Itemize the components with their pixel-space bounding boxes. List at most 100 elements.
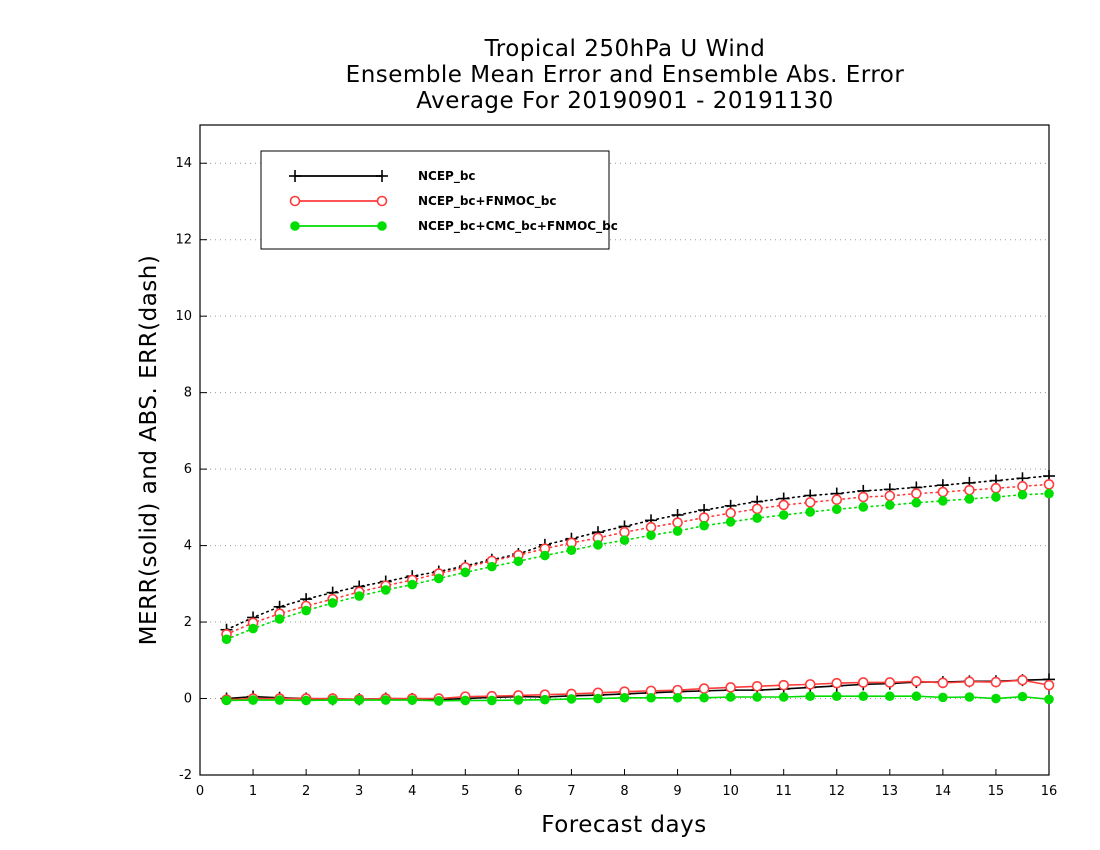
y-tick-label: 12 <box>175 233 192 248</box>
legend-box <box>260 150 610 250</box>
abs-error-point <box>937 486 949 498</box>
x-tick-label: 9 <box>673 784 681 799</box>
abs-error-line <box>225 483 1050 636</box>
mean-error-point <box>725 692 736 702</box>
series-2 <box>221 488 1054 706</box>
mean-error-point <box>752 692 762 702</box>
x-tick-label: 6 <box>514 784 522 799</box>
abs-error-point <box>885 500 895 510</box>
abs-error-point <box>619 535 630 546</box>
abs-error-point <box>248 623 258 634</box>
abs-error-point <box>1017 489 1028 500</box>
x-tick-label: 4 <box>408 784 416 799</box>
abs-error-point <box>221 634 232 645</box>
legend: NCEP_bc NCEP_bc+FNMOC_bc NCEP_bc+CMC_bc+FN… <box>260 150 618 250</box>
abs-error-point <box>327 598 338 608</box>
abs-error-point <box>964 484 975 496</box>
mean-error-point <box>857 677 869 688</box>
mean-error-point <box>699 692 709 703</box>
mean-error-point <box>964 676 975 688</box>
mean-error-point <box>1017 674 1028 686</box>
mean-error-point <box>407 695 418 705</box>
y-tick-label: 4 <box>184 539 192 554</box>
abs-error-point <box>672 517 683 528</box>
abs-error-point <box>513 556 524 567</box>
mean-error-point <box>964 692 975 702</box>
legend-label: NCEP_bc+CMC_bc+FNMOC_bc <box>418 219 618 234</box>
mean-error-point <box>619 692 630 703</box>
abs-error-point <box>991 492 1001 502</box>
legend-entry: NCEP_bc <box>289 169 476 184</box>
legend-marker <box>289 170 301 182</box>
abs-error-point <box>433 573 444 584</box>
x-tick-label: 8 <box>620 784 628 799</box>
mean-error-point <box>301 695 311 706</box>
mean-error-point <box>513 695 524 705</box>
y-tick-label: 6 <box>184 462 192 477</box>
abs-error-point <box>752 513 762 523</box>
mean-error-point <box>221 695 232 706</box>
mean-error-point <box>990 676 1002 688</box>
abs-error-point <box>698 512 710 523</box>
mean-error-point <box>911 691 922 702</box>
legend-entry: NCEP_bc+CMC_bc+FNMOC_bc <box>290 219 618 234</box>
abs-error-point <box>380 585 391 595</box>
abs-error-point <box>1017 481 1028 492</box>
abs-error-point <box>407 579 418 590</box>
y-tick-label: 10 <box>175 309 192 324</box>
x-tick-label: 3 <box>355 784 363 799</box>
mean-error-point <box>725 682 736 693</box>
abs-error-point <box>301 605 311 616</box>
mean-error-point <box>1017 691 1028 702</box>
abs-error-line <box>225 492 1050 641</box>
abs-error-point <box>858 502 869 512</box>
y-tick-label: 14 <box>175 156 192 171</box>
mean-error-point <box>327 695 338 705</box>
legend-marker <box>376 195 388 207</box>
x-axis-label: Forecast days <box>541 812 706 838</box>
mean-error-point <box>274 695 285 705</box>
mean-error-point <box>646 692 656 703</box>
legend-marker <box>376 170 388 182</box>
mean-error-point <box>593 693 603 704</box>
mean-error-point <box>938 692 948 703</box>
mean-error-point <box>248 695 258 705</box>
abs-error-point <box>1044 488 1054 499</box>
abs-error-point <box>725 507 736 519</box>
chart-title-line-1: Tropical 250hPa U Wind <box>484 36 766 62</box>
abs-error-point <box>540 550 550 561</box>
abs-error-point <box>645 521 657 533</box>
abs-error-point <box>805 507 816 517</box>
mean-error-point <box>937 677 949 689</box>
chart-title-line-2: Ensemble Mean Error and Ensemble Abs. Er… <box>345 62 905 88</box>
y-tick-label: -2 <box>179 768 192 783</box>
series-0 <box>220 470 1055 706</box>
legend-label: NCEP_bc <box>418 169 476 184</box>
abs-error-point <box>831 504 842 515</box>
abs-error-point <box>990 482 1002 494</box>
series-layer <box>220 470 1055 706</box>
abs-error-point <box>964 494 975 504</box>
abs-error-point <box>619 526 630 538</box>
x-tick-label: 0 <box>196 784 204 799</box>
x-tick-label: 13 <box>882 784 899 799</box>
x-tick-label: 12 <box>828 784 845 799</box>
x-tick-label: 5 <box>461 784 469 799</box>
mean-error-point <box>354 695 364 705</box>
mean-error-point <box>831 677 843 689</box>
mean-error-point <box>698 683 710 694</box>
x-tick-label: 14 <box>935 784 952 799</box>
mean-error-point <box>751 680 763 692</box>
y-tick-label: 2 <box>184 615 192 630</box>
mean-error-point <box>911 676 922 687</box>
abs-error-point <box>1043 479 1055 490</box>
mean-error-point <box>540 694 550 705</box>
abs-error-point <box>699 520 709 531</box>
x-tick-label: 16 <box>1041 784 1058 799</box>
chart-title-line-3: Average For 20190901 - 20191130 <box>416 88 834 114</box>
series-1 <box>221 479 1055 705</box>
abs-error-point <box>566 545 577 555</box>
mean-error-point <box>566 694 577 704</box>
legend-label: NCEP_bc+FNMOC_bc <box>418 194 557 209</box>
